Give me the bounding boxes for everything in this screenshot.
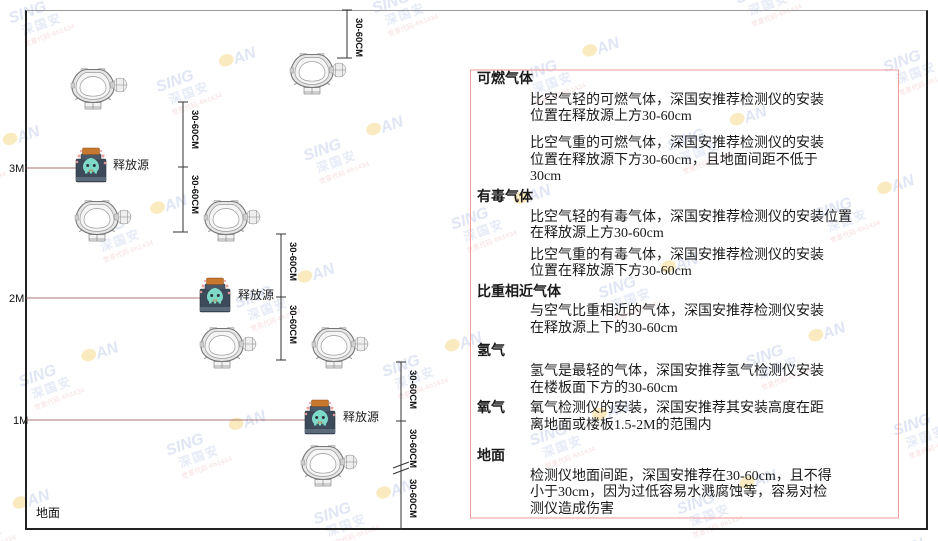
svg-text:氧气: 氧气 (476, 399, 505, 416)
svg-text:比空气轻的可燃气体，深国安推荐检测仪的安装: 比空气轻的可燃气体，深国安推荐检测仪的安装 (530, 91, 824, 108)
svg-text:小于30cm，因为过低容易水溅腐蚀等，容易对检: 小于30cm，因为过低容易水溅腐蚀等，容易对检 (530, 483, 827, 500)
svg-text:地面: 地面 (36, 506, 60, 520)
svg-text:释放源: 释放源 (238, 287, 274, 302)
svg-text:30-60CM: 30-60CM (353, 18, 364, 57)
svg-text:2M: 2M (9, 293, 24, 305)
svg-text:检测仪地面间距，深国安推荐在30-60cm，且不得: 检测仪地面间距，深国安推荐在30-60cm，且不得 (530, 467, 832, 484)
svg-text:位置在释放源下方30-60cm，且地面间距不低于: 位置在释放源下方30-60cm，且地面间距不低于 (530, 152, 818, 168)
svg-text:在释放源上下的30-60cm: 在释放源上下的30-60cm (530, 320, 678, 336)
svg-text:1M: 1M (13, 415, 28, 427)
svg-text:30-60CM: 30-60CM (189, 110, 200, 149)
svg-text:比重相近气体: 比重相近气体 (477, 283, 562, 300)
svg-text:与空气比重相近的气体，深国安推荐检测仪安装: 与空气比重相近的气体，深国安推荐检测仪安装 (530, 303, 824, 319)
svg-text:释放源: 释放源 (113, 157, 149, 172)
svg-text:位置在释放源上方30-60cm: 位置在释放源上方30-60cm (530, 108, 692, 124)
svg-text:有毒气体: 有毒气体 (477, 188, 534, 205)
svg-text:30-60CM: 30-60CM (407, 370, 418, 409)
svg-text:离地面或楼板1.5-2M的范围内: 离地面或楼板1.5-2M的范围内 (530, 416, 712, 433)
svg-text:比空气重的有毒气体，深国安推荐检测仪的安装: 比空气重的有毒气体，深国安推荐检测仪的安装 (530, 247, 824, 263)
svg-text:在楼板面下方的30-60cm: 在楼板面下方的30-60cm (530, 380, 678, 396)
svg-text:比空气轻的有毒气体，深国安推荐检测仪的安装位置: 比空气轻的有毒气体，深国安推荐检测仪的安装位置 (530, 209, 852, 225)
svg-text:地面: 地面 (477, 447, 505, 464)
svg-text:位置在释放源下方30-60cm: 位置在释放源下方30-60cm (530, 263, 692, 279)
svg-text:30-60CM: 30-60CM (189, 175, 200, 214)
svg-text:30cm: 30cm (530, 169, 561, 184)
svg-text:比空气重的可燃气体，深国安推荐检测仪的安装: 比空气重的可燃气体，深国安推荐检测仪的安装 (530, 134, 824, 151)
svg-text:测仪造成伤害: 测仪造成伤害 (530, 501, 614, 517)
svg-text:3M: 3M (9, 163, 24, 175)
svg-text:氢气是最轻的气体，深国安推荐氢气检测仪安装: 氢气是最轻的气体，深国安推荐氢气检测仪安装 (530, 363, 824, 379)
svg-text:释放源: 释放源 (343, 409, 379, 424)
svg-text:氧气检测仪的安装，深国安推荐其安装高度在距: 氧气检测仪的安装，深国安推荐其安装高度在距 (530, 399, 824, 416)
svg-text:可燃气体: 可燃气体 (477, 70, 534, 87)
svg-text:30-60CM: 30-60CM (287, 242, 298, 281)
svg-text:30-60CM: 30-60CM (407, 479, 418, 518)
svg-text:在释放源上方30-60cm: 在释放源上方30-60cm (530, 225, 664, 241)
svg-text:氢气: 氢气 (477, 342, 505, 359)
svg-text:30-60CM: 30-60CM (287, 305, 298, 344)
